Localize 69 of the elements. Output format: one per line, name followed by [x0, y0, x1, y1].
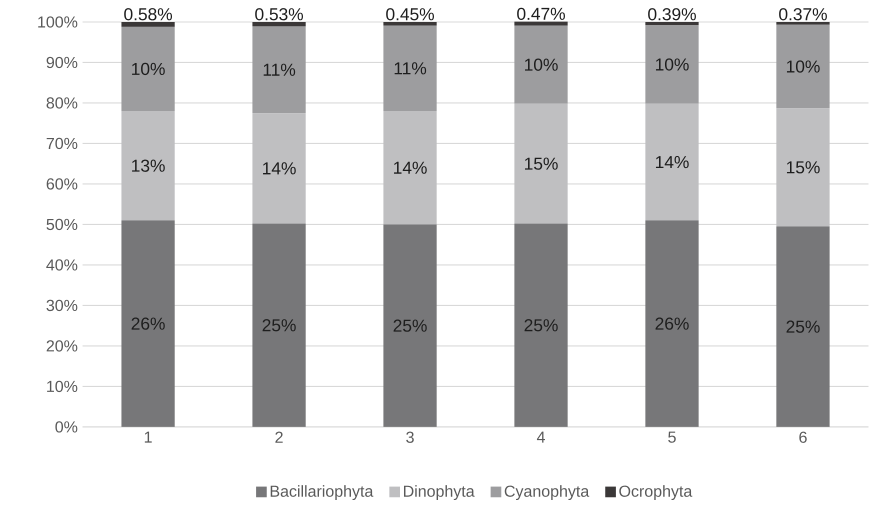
legend-label: Dinophyta: [404, 484, 475, 500]
annotation: 14%: [656, 156, 689, 168]
annotation: 25%: [394, 319, 427, 332]
annotation: 10%: [786, 60, 820, 72]
annotation: 11%: [394, 62, 426, 74]
bar: [645, 104, 699, 220]
bar: [383, 25, 437, 111]
legend-label: Ocrophyta: [619, 484, 692, 500]
bar: [776, 226, 830, 427]
bar: [121, 110, 175, 220]
text: 0.39%: [648, 8, 696, 20]
annotation: 15%: [525, 157, 558, 170]
bar: [383, 22, 437, 26]
y-tick-label: 60%: [46, 178, 78, 190]
y-tick-label: 30%: [46, 300, 78, 311]
bar: [252, 26, 306, 113]
annotation: 10%: [132, 62, 165, 75]
y-tick-label: 90%: [46, 56, 78, 68]
legend-label: Bacillariophyta: [270, 484, 374, 500]
y-tick-label: 80%: [46, 97, 78, 108]
annotation: 10%: [656, 58, 689, 70]
bar: [645, 24, 699, 104]
bar: [514, 223, 568, 427]
bar: [645, 220, 699, 427]
y-tick-label: 70%: [46, 138, 78, 149]
annotation: 26%: [656, 317, 689, 330]
annotation: 11%: [264, 63, 296, 76]
bar: [776, 24, 830, 108]
bar: [383, 110, 437, 224]
annotation: 10%: [525, 58, 558, 71]
bar: [121, 26, 175, 111]
bar: [514, 21, 568, 26]
bar: [776, 108, 830, 226]
text: 0.45%: [386, 8, 434, 20]
y-tick-label: 100%: [38, 16, 78, 28]
bar: [252, 112, 306, 224]
text: 0.53%: [255, 8, 303, 20]
bar: [514, 104, 568, 224]
bar: [645, 22, 699, 25]
annotation: 14%: [394, 161, 427, 174]
x-tick-label: 2: [275, 431, 283, 443]
y-tick-label: 0%: [55, 421, 78, 432]
x-tick-label: 5: [668, 431, 676, 443]
x-tick-label: 4: [536, 431, 545, 442]
y-tick-label: 40%: [46, 259, 78, 270]
bar: [776, 22, 830, 25]
text: 0.37%: [779, 8, 827, 20]
annotation: 15%: [786, 161, 820, 174]
x-tick-label: 6: [799, 431, 807, 443]
bar: [514, 25, 568, 104]
bar: [252, 223, 306, 427]
y-tick-label: 10%: [47, 380, 78, 392]
x-tick-label: 3: [406, 431, 414, 443]
annotation: 25%: [786, 320, 820, 333]
y-tick-label: 20%: [46, 340, 78, 352]
bar: [121, 22, 175, 27]
bar: [383, 224, 437, 427]
x-tick-label: 1: [144, 431, 152, 442]
bar: [252, 22, 306, 26]
annotation: 13%: [132, 159, 165, 172]
bar: [121, 220, 175, 427]
text: 0.47%: [517, 7, 565, 20]
legend-label: Cyanophyta: [504, 484, 590, 500]
annotation: 25%: [262, 318, 296, 332]
text: 0.58%: [124, 8, 172, 20]
annotation: 14%: [263, 162, 296, 174]
y-tick-label: 50%: [46, 218, 78, 230]
annotation: 25%: [524, 318, 558, 332]
annotation: 26%: [132, 317, 165, 330]
